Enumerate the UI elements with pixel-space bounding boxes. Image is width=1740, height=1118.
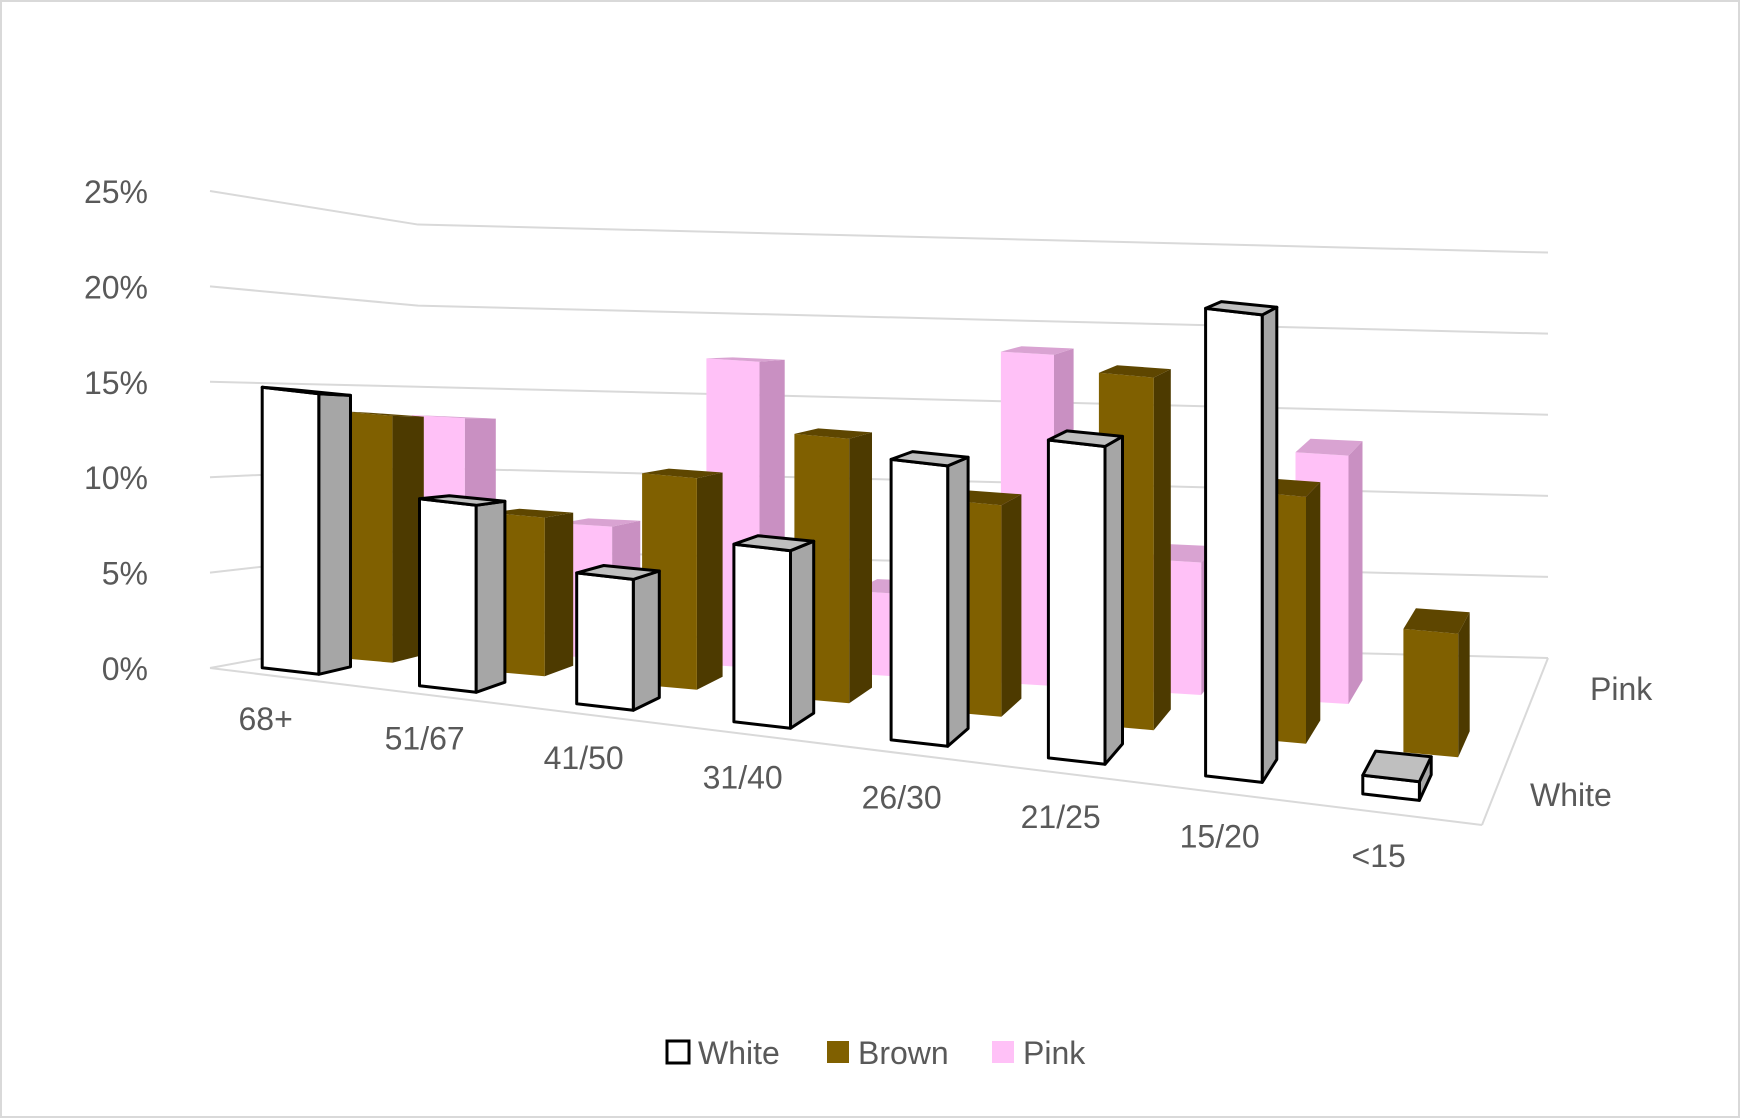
y-tick-label: 5%: [102, 556, 148, 592]
bar-white-lt15[interactable]: [1361, 749, 1433, 802]
bar-top: [1403, 608, 1470, 634]
bar-side: [392, 415, 424, 663]
y-axis-ticks: 0% 5% 10% 15% 20% 25%: [84, 174, 148, 687]
x-tick-label-lt15: <15: [1352, 838, 1406, 874]
depth-tick-label-white: White: [1530, 777, 1612, 813]
bar-top: [1000, 346, 1074, 355]
bar-side: [946, 455, 970, 748]
x-tick-label-15-20: 15/20: [1180, 819, 1260, 855]
legend: White Brown Pink: [665, 1035, 1086, 1071]
bar-white-31-40[interactable]: [732, 534, 816, 730]
bar-side: [474, 499, 507, 694]
bar-front: [418, 497, 478, 694]
bar-side: [789, 539, 816, 730]
bar-front: [1204, 306, 1264, 784]
bar-front: [575, 571, 635, 712]
bar-side: [1260, 305, 1279, 784]
bar-top: [337, 411, 424, 417]
legend-swatch-pink: [992, 1041, 1014, 1063]
y-tick-label: 20%: [84, 269, 148, 305]
y-tick-label: 25%: [84, 174, 148, 210]
bar-side: [1306, 482, 1321, 744]
floor-right-edge: [1481, 657, 1549, 826]
x-tick-label-21-25: 21/25: [1021, 799, 1101, 835]
legend-item-brown[interactable]: Brown: [827, 1035, 949, 1071]
bar-brown-lt15[interactable]: [1403, 608, 1470, 758]
bar-top: [411, 415, 496, 419]
bar-white-41-50[interactable]: [575, 564, 661, 712]
y-tick-label: 0%: [102, 651, 148, 687]
bar-white-15-20[interactable]: [1204, 300, 1279, 784]
bar-side: [1458, 612, 1470, 758]
bar-white-26-30[interactable]: [889, 450, 970, 748]
depth-tick-label-pink: Pink: [1590, 671, 1653, 707]
bar-top: [889, 450, 970, 468]
legend-item-pink[interactable]: Pink: [992, 1035, 1086, 1071]
bar-top: [706, 357, 785, 362]
depth-axis-ticks: Pink White: [1530, 671, 1653, 813]
bar-top: [418, 494, 507, 507]
bar-top: [794, 428, 872, 439]
legend-swatch-brown: [827, 1041, 849, 1063]
bar-top: [642, 468, 723, 479]
x-tick-label-31-40: 31/40: [703, 760, 783, 796]
floor-front-edge: [209, 667, 1483, 826]
bar-top: [1295, 438, 1363, 456]
bar-white-51-67[interactable]: [418, 494, 507, 694]
bar-side: [1103, 434, 1124, 766]
bar-white-68plus[interactable]: [260, 385, 352, 676]
x-tick-label-51-67: 51/67: [385, 720, 465, 756]
bars: [260, 300, 1470, 802]
bar-side: [849, 432, 872, 704]
bar-white-21-25[interactable]: [1046, 429, 1124, 766]
legend-label-brown: Brown: [858, 1035, 949, 1071]
bar-front: [732, 542, 792, 730]
bar-top: [575, 564, 661, 581]
bar-side: [544, 512, 574, 677]
x-axis-ticks: 68+ 51/67 41/50 31/40 26/30 21/25 15/20 <15: [239, 701, 1406, 874]
y-tick-label: 15%: [84, 365, 148, 401]
bar-top: [1204, 300, 1279, 317]
gridline-5: [209, 190, 1549, 254]
bar-side: [1153, 369, 1171, 731]
legend-swatch-white: [665, 1039, 691, 1065]
bar-top: [489, 508, 574, 518]
legend-item-white[interactable]: White: [665, 1035, 780, 1071]
bar-side: [317, 392, 352, 676]
bar-side: [1001, 494, 1022, 717]
gridline-3: [209, 380, 1549, 416]
bar-front: [1046, 438, 1107, 766]
bar-side: [1348, 441, 1363, 704]
bar-top: [260, 385, 352, 397]
y-tick-label: 10%: [84, 460, 148, 496]
x-tick-label-41-50: 41/50: [544, 740, 624, 776]
x-tick-label-26-30: 26/30: [862, 779, 942, 815]
bar-front: [1403, 628, 1459, 758]
bar-top: [559, 518, 641, 527]
bar-front: [260, 385, 321, 676]
bar-top: [1046, 429, 1124, 448]
bar-front: [889, 457, 950, 748]
legend-label-pink: Pink: [1023, 1035, 1086, 1071]
legend-label-white: White: [698, 1035, 780, 1071]
bar-side: [631, 569, 661, 712]
gridline-4: [209, 285, 1549, 335]
bar-top: [1361, 749, 1433, 784]
bar-top: [732, 534, 816, 553]
bar-top: [1098, 365, 1171, 378]
x-tick-label-68plus: 68+: [239, 701, 293, 737]
bar-side: [696, 472, 723, 690]
